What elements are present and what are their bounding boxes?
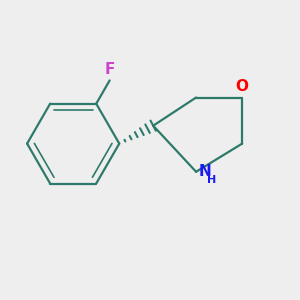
Text: H: H bbox=[207, 175, 216, 185]
Text: O: O bbox=[236, 79, 249, 94]
Text: F: F bbox=[104, 62, 115, 77]
Text: N: N bbox=[199, 164, 212, 179]
